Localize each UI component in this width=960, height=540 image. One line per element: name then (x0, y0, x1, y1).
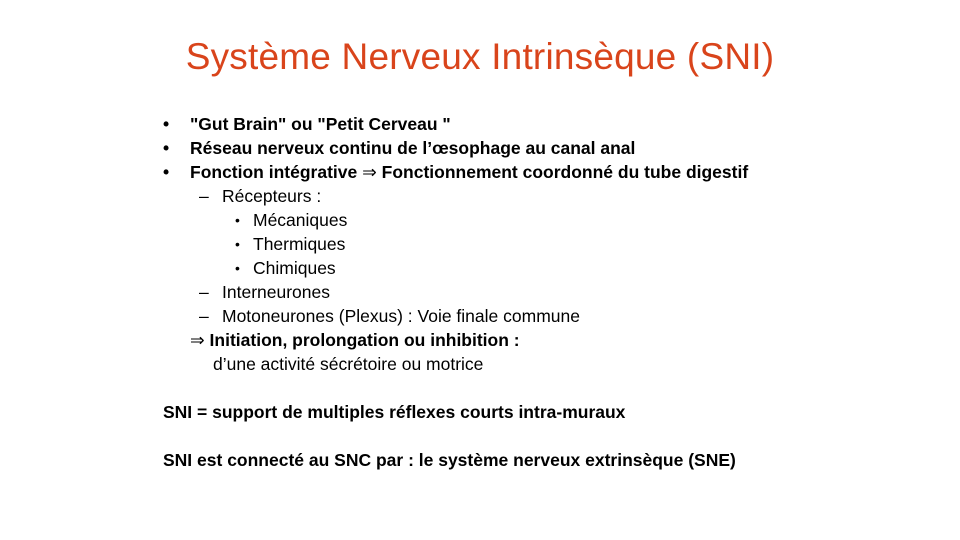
sni-connecte-line: SNI est connecté au SNC par : le système… (163, 450, 736, 470)
receptor-text: Chimiques (253, 258, 336, 278)
receptor-mecaniques: • Mécaniques (163, 208, 903, 232)
bullet-fonction: • Fonction intégrative ⇒ Fonctionnement … (163, 160, 903, 184)
receptor-text: Mécaniques (253, 210, 348, 230)
dash-bullet: – (199, 282, 209, 302)
bullet-text: Fonctionnement coordonné du tube digesti… (381, 162, 749, 182)
initiation-text: Initiation, prolongation ou inhibition : (209, 330, 520, 350)
bullet-dot: • (235, 212, 240, 228)
slide-content: • "Gut Brain" ou "Petit Cerveau " • Rése… (163, 112, 903, 472)
sub-interneurones: – Interneurones (163, 280, 903, 304)
sub-motoneurones: – Motoneurones (Plexus) : Voie finale co… (163, 304, 903, 328)
bullet-reseau: • Réseau nerveux continu de l’œsophage a… (163, 136, 903, 160)
dash-bullet: – (199, 306, 209, 326)
initiation-line: ⇒ Initiation, prolongation ou inhibition… (163, 328, 903, 352)
receptor-text: Thermiques (253, 234, 346, 254)
spacer (163, 424, 903, 448)
sub-text: Récepteurs : (222, 186, 322, 206)
slide-title: Système Nerveux Intrinsèque (SNI) (185, 36, 775, 77)
sub-text: Motoneurones (Plexus) : Voie finale comm… (222, 306, 580, 326)
dash-bullet: – (199, 186, 209, 206)
bullet-gut-brain: • "Gut Brain" ou "Petit Cerveau " (163, 112, 903, 136)
implies-arrow-icon: ⇒ (190, 331, 205, 351)
activite-line: d’une activité sécrétoire ou motrice (213, 354, 484, 374)
sni-support-line: SNI = support de multiples réflexes cour… (163, 402, 626, 422)
bullet-dot: • (163, 114, 170, 134)
bullet-text: Réseau nerveux continu de l’œsophage au … (190, 138, 636, 158)
bullet-text: "Gut Brain" ou "Petit Cerveau " (190, 114, 451, 134)
receptor-thermiques: • Thermiques (163, 232, 903, 256)
spacer (163, 376, 903, 400)
implies-arrow-icon: ⇒ (362, 163, 377, 183)
bullet-dot: • (235, 260, 240, 276)
bullet-text: Fonction intégrative (190, 162, 358, 182)
sub-recepteurs: – Récepteurs : (163, 184, 903, 208)
sub-text: Interneurones (222, 282, 330, 302)
bullet-dot: • (235, 236, 240, 252)
bullet-dot: • (163, 138, 170, 158)
bullet-dot: • (163, 162, 170, 182)
receptor-chimiques: • Chimiques (163, 256, 903, 280)
